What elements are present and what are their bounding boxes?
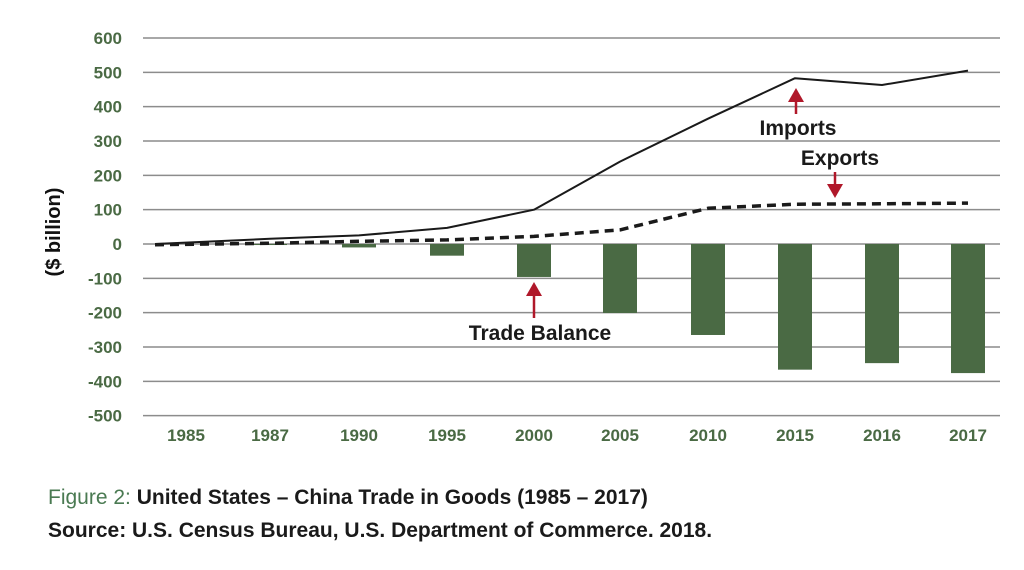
y-tick-label: -500 — [88, 407, 122, 426]
y-tick-label: 100 — [94, 201, 122, 220]
x-tick-label: 1985 — [167, 426, 205, 445]
exports-annotation: Exports — [801, 147, 879, 170]
figure-title: United States – China Trade in Goods (19… — [136, 486, 648, 509]
x-tick-label: 1995 — [428, 426, 466, 445]
trade-balance-annotation: Trade Balance — [469, 322, 611, 345]
series-lines — [154, 69, 969, 247]
trade-balance-bar — [603, 244, 637, 314]
trade-balance-bar — [517, 244, 551, 277]
exports-line — [154, 201, 969, 247]
figure-label: Figure 2: — [48, 486, 131, 509]
imports-arrow-head — [788, 88, 804, 102]
trade-balance-bar — [865, 244, 899, 364]
x-tick-label: 1987 — [251, 426, 289, 445]
x-tick-label: 2000 — [515, 426, 553, 445]
x-axis-ticks: 1985 1987 1990 1995 2000 2005 2010 2015 2016 2017 — [167, 426, 987, 445]
annotations: Imports Exports Trade Balance — [469, 88, 879, 345]
figure-caption: Figure 2: United States – China Trade in… — [48, 486, 648, 510]
y-tick-label: 300 — [94, 132, 122, 151]
y-tick-label: -300 — [88, 338, 122, 357]
x-tick-label: 2017 — [949, 426, 987, 445]
trade-balance-bar — [951, 244, 985, 374]
y-tick-label: 0 — [113, 235, 122, 254]
trade-balance-bars — [253, 244, 985, 374]
imports-line — [154, 69, 969, 245]
y-tick-label: 200 — [94, 166, 122, 185]
x-tick-label: 1990 — [340, 426, 378, 445]
x-tick-label: 2016 — [863, 426, 901, 445]
y-axis-label: ($ billion) — [43, 188, 65, 277]
trade-balance-arrow-head — [526, 282, 542, 296]
trade-balance-bar — [342, 244, 376, 248]
trade-chart: 6005004003002001000-100-200-300-400-500 … — [43, 29, 1000, 445]
trade-balance-bar — [253, 244, 287, 246]
y-tick-label: -100 — [88, 269, 122, 288]
y-tick-label: 400 — [94, 98, 122, 117]
exports-arrow-head — [827, 184, 843, 198]
trade-balance-bar — [778, 244, 812, 370]
trade-balance-bar — [430, 244, 464, 256]
x-tick-label: 2015 — [776, 426, 814, 445]
y-tick-label: -400 — [88, 372, 122, 391]
y-axis-ticks: 600 500 400 300 200 100 0 -100 -200 -300 -400 -500 — [88, 29, 122, 426]
trade-balance-bar — [691, 244, 725, 335]
gridlines — [143, 37, 1000, 417]
figure-source: Source: U.S. Census Bureau, U.S. Departm… — [48, 519, 713, 542]
y-tick-label: -200 — [88, 304, 122, 323]
x-tick-label: 2005 — [601, 426, 639, 445]
y-tick-label: 500 — [94, 63, 122, 82]
y-tick-label: 600 — [94, 29, 122, 48]
imports-annotation: Imports — [759, 117, 836, 140]
x-tick-label: 2010 — [689, 426, 727, 445]
